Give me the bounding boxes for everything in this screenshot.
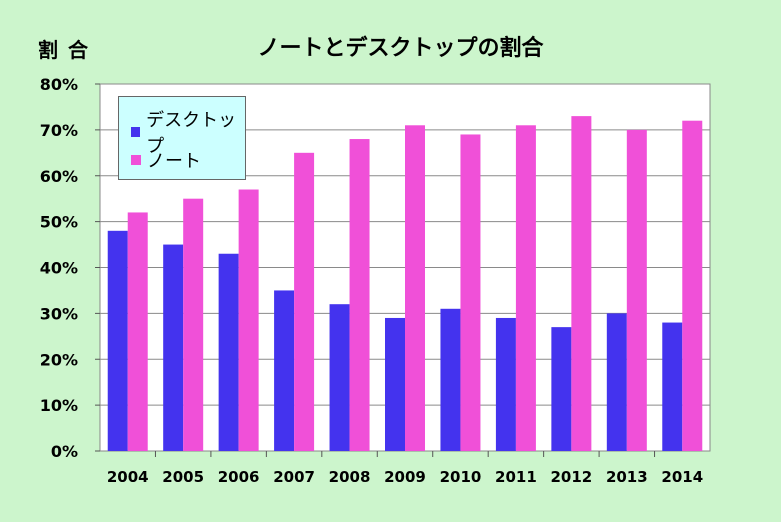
- y-tick-label: 0%: [51, 442, 78, 461]
- x-tick-label: 2012: [550, 468, 592, 486]
- bar-notebook: [183, 198, 204, 451]
- bar-notebook: [626, 129, 647, 451]
- bar-desktop: [662, 322, 683, 451]
- legend-swatch-desktop: [131, 127, 141, 137]
- bar-notebook: [682, 120, 703, 451]
- legend-item-notebook: ノート: [131, 147, 201, 173]
- bar-desktop: [218, 253, 239, 451]
- bar-desktop: [495, 317, 516, 451]
- legend: デスクトップ ノート: [118, 96, 246, 180]
- y-tick-label: 40%: [40, 259, 78, 278]
- bar-notebook: [571, 116, 592, 452]
- legend-item-desktop: デスクトップ: [131, 106, 245, 158]
- bar-desktop: [551, 327, 572, 451]
- y-tick-label: 30%: [40, 304, 78, 323]
- y-tick-label: 70%: [40, 121, 78, 140]
- bar-notebook: [515, 125, 536, 451]
- y-tick-label: 20%: [40, 350, 78, 369]
- x-tick-label: 2014: [661, 468, 703, 486]
- x-tick-label: 2005: [162, 468, 204, 486]
- y-tick-label: 60%: [40, 167, 78, 186]
- legend-label-notebook: ノート: [147, 151, 201, 172]
- bar-desktop: [606, 313, 627, 451]
- x-tick-label: 2013: [606, 468, 648, 486]
- x-tick-label: 2004: [107, 468, 149, 486]
- legend-swatch-notebook: [131, 155, 141, 165]
- x-tick-label: 2010: [440, 468, 482, 486]
- bar-desktop: [163, 244, 184, 451]
- y-tick-label: 80%: [40, 75, 78, 94]
- bar-desktop: [385, 317, 405, 451]
- bar-desktop: [274, 290, 295, 451]
- chart-title: ノートとデスクトップの割合: [257, 36, 544, 61]
- y-tick-label: 50%: [40, 213, 78, 232]
- bar-notebook: [238, 189, 259, 451]
- bar-notebook: [405, 125, 425, 451]
- bar-desktop: [440, 308, 461, 451]
- y-axis-label: 割合: [38, 38, 98, 62]
- x-tick-label: 2007: [273, 468, 315, 486]
- y-tick-label: 10%: [40, 396, 78, 415]
- bar-notebook: [127, 212, 148, 451]
- x-tick-label: 2006: [218, 468, 260, 486]
- legend-label-desktop: デスクトップ: [146, 110, 237, 157]
- x-tick-label: 2009: [384, 468, 426, 486]
- x-tick-label: 2011: [495, 468, 537, 486]
- bar-desktop: [329, 304, 350, 451]
- bar-notebook: [460, 134, 481, 451]
- bar-desktop: [107, 230, 128, 451]
- bar-notebook: [294, 152, 315, 451]
- x-tick-label: 2008: [329, 468, 371, 486]
- bar-notebook: [349, 139, 370, 452]
